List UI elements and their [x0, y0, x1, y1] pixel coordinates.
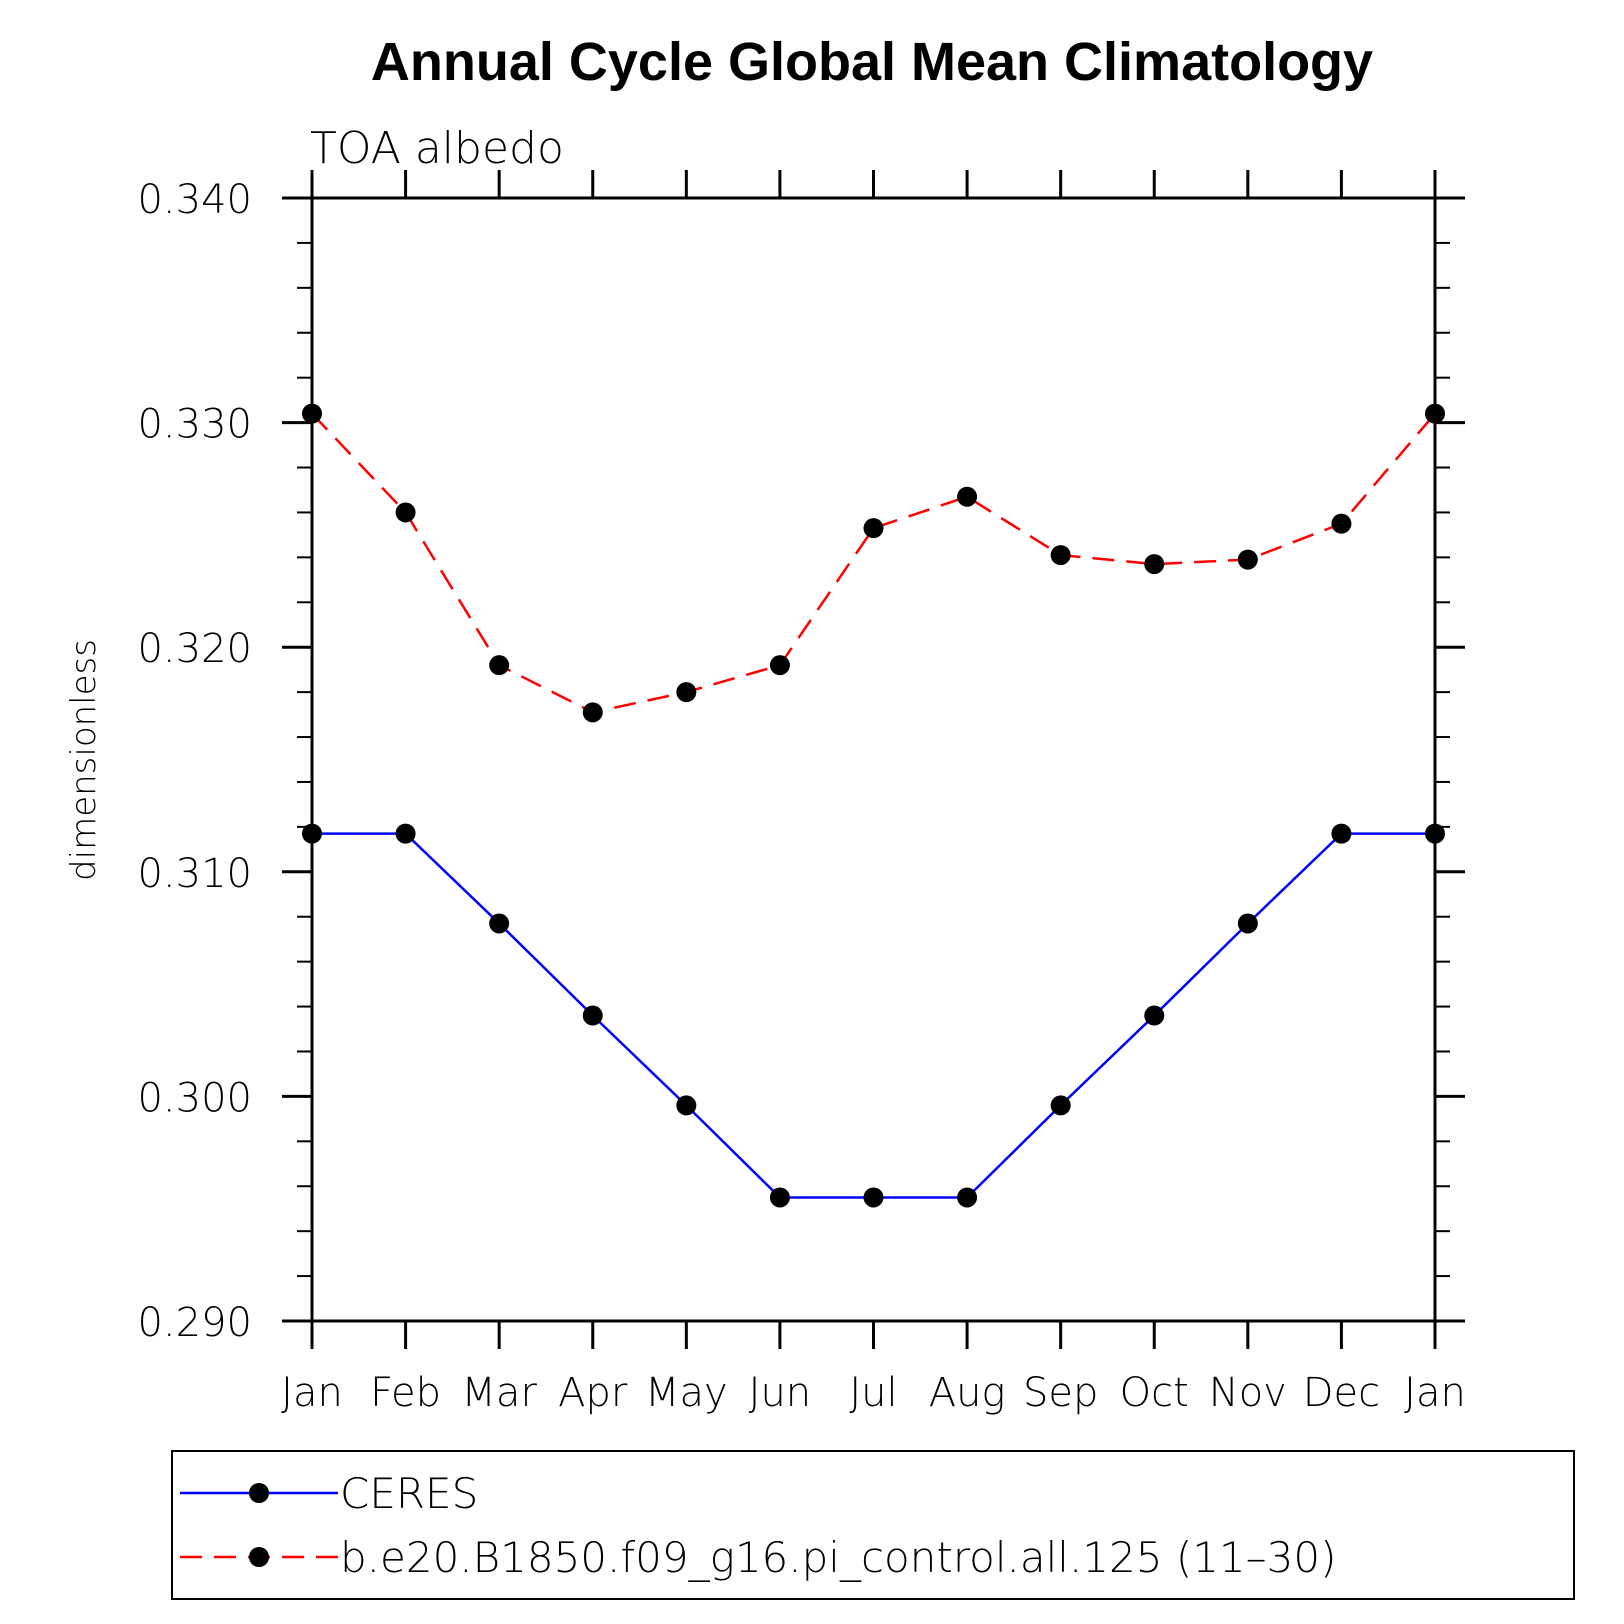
x-tick-label: Aug: [929, 1370, 1006, 1416]
series-line-1: [311, 412, 1436, 714]
data-point: [676, 682, 697, 703]
y-tick-label: 0.300: [137, 1075, 252, 1121]
data-point: [489, 913, 510, 934]
data-point: [1050, 1095, 1071, 1116]
data-point: [582, 702, 603, 723]
x-tick-label: Dec: [1303, 1370, 1380, 1416]
y-tick-label: 0.320: [137, 626, 252, 672]
legend-label-1: b.e20.B1850.f09_g16.pi_control.all.125 (…: [340, 1533, 1336, 1582]
plot-area: Jan Feb Mar Apr May Jun Jul Aug Sep Oct Nov Dec Jan 0…: [137, 170, 1466, 1416]
x-tick-label: May: [645, 1370, 728, 1416]
x-tick-label: Jul: [849, 1370, 897, 1416]
data-point: [957, 486, 978, 507]
legend-marker: [249, 1483, 269, 1503]
data-point: [395, 823, 416, 844]
y-tick-label: 0.290: [137, 1300, 252, 1346]
data-point: [1331, 513, 1352, 534]
data-point: [769, 1187, 790, 1208]
x-tick-label: Jan: [1404, 1370, 1466, 1416]
x-tick-label: Apr: [558, 1370, 628, 1416]
y-tick-label: 0.310: [137, 851, 252, 897]
data-point: [1237, 913, 1258, 934]
x-tick-label: Nov: [1209, 1370, 1287, 1416]
data-point: [1144, 1005, 1165, 1026]
y-tick-label: 0.330: [137, 402, 252, 448]
legend-box: [171, 1450, 1575, 1600]
data-point: [676, 1095, 697, 1116]
x-tick-label: Mar: [461, 1370, 537, 1416]
y-tick-label: 0.340: [137, 177, 252, 223]
x-tick-label: Oct: [1120, 1370, 1189, 1416]
data-point: [1237, 549, 1258, 570]
x-tick-label: Jan: [281, 1370, 343, 1416]
data-point: [863, 1187, 884, 1208]
data-point: [957, 1187, 978, 1208]
data-point: [1144, 554, 1165, 575]
chart-title: Annual Cycle Global Mean Climatology: [371, 32, 1373, 92]
plot-frame: [310, 196, 1437, 1323]
series-line-0: [312, 832, 1435, 1199]
data-point: [1331, 823, 1352, 844]
x-tick-label: Feb: [370, 1370, 441, 1416]
data-point: [1050, 545, 1071, 566]
legend-marker: [249, 1547, 269, 1567]
legend: CERES b.e20.B1850.f09_g16.pi_control.all.…: [171, 1450, 1575, 1600]
x-tick-label: Sep: [1023, 1370, 1098, 1416]
data-point: [489, 655, 510, 676]
x-tick-label: Jun: [749, 1370, 812, 1416]
y-axis-label: dimensionless: [64, 639, 104, 881]
data-point: [582, 1005, 603, 1026]
data-point: [769, 655, 790, 676]
chart-subtitle: TOA albedo: [310, 123, 564, 174]
data-point: [395, 502, 416, 523]
data-point: [863, 518, 884, 539]
legend-label-0: CERES: [340, 1469, 478, 1518]
